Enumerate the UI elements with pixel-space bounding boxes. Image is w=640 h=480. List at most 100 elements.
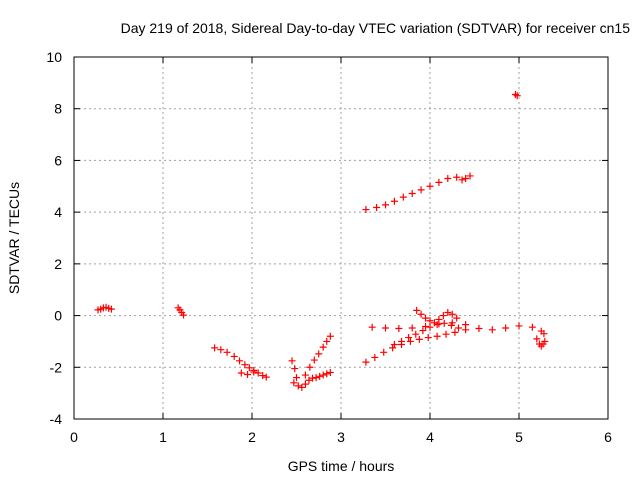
data-point [245, 364, 253, 372]
data-point [326, 368, 334, 376]
data-point [458, 176, 466, 184]
data-point [453, 173, 461, 181]
series-arc-10 [413, 306, 461, 327]
data-point [319, 371, 327, 379]
data-point [382, 201, 389, 209]
data-point [444, 308, 452, 316]
data-point [223, 348, 231, 356]
data-point [262, 373, 270, 381]
data-point [419, 327, 427, 335]
data-point [389, 344, 397, 352]
series-arc-9 [390, 319, 470, 349]
data-point [430, 319, 438, 327]
data-point [422, 314, 430, 322]
y-tick-label: 2 [54, 256, 62, 272]
data-point [395, 325, 403, 332]
data-point [326, 332, 334, 340]
data-point [323, 337, 331, 345]
data-point [426, 182, 434, 190]
data-point [293, 374, 300, 382]
data-point [442, 330, 450, 338]
data-point [315, 350, 323, 358]
data-point [244, 371, 252, 379]
grid-lines [74, 57, 608, 419]
data-point [362, 358, 370, 366]
x-tick-label: 2 [248, 429, 256, 445]
y-tick-label: 8 [54, 101, 62, 117]
data-point [447, 321, 455, 329]
data-point [528, 323, 536, 331]
data-point [362, 206, 370, 214]
data-point [390, 341, 398, 349]
data-point [288, 357, 296, 365]
data-point [511, 90, 519, 98]
data-point [405, 334, 413, 342]
data-point [254, 369, 262, 377]
data-point [448, 310, 456, 318]
data-point [406, 337, 414, 345]
data-point [298, 383, 306, 391]
data-point [382, 324, 389, 332]
series-arc-3 [211, 344, 270, 381]
data-point [390, 197, 398, 205]
data-point [301, 371, 309, 379]
data-point [250, 368, 258, 376]
data-point [433, 332, 441, 340]
data-point [301, 380, 309, 388]
series-arc-4 [288, 357, 334, 391]
data-point [373, 203, 381, 211]
data-point [439, 312, 447, 320]
data-point [453, 314, 461, 322]
data-point [515, 322, 523, 330]
x-tick-label: 0 [70, 429, 78, 445]
data-point [179, 311, 187, 319]
y-tick-label: 0 [54, 308, 62, 324]
data-point [310, 356, 318, 364]
data-point [290, 379, 298, 387]
x-axis-label: GPS time / hours [288, 458, 395, 474]
y-tick-label: 4 [54, 204, 62, 220]
x-axis-tick-labels: 0 1 2 3 4 5 6 [70, 429, 612, 445]
data-point [502, 324, 510, 332]
data-point [259, 372, 267, 380]
data-point [435, 178, 443, 186]
axis-ticks [73, 56, 609, 420]
series-arc-1 [94, 303, 115, 314]
data-point [475, 325, 483, 332]
data-point [488, 326, 496, 334]
data-point [426, 323, 434, 331]
data-point [533, 335, 541, 343]
data-point [399, 193, 407, 201]
x-tick-label: 5 [515, 429, 523, 445]
data-point [319, 343, 327, 351]
x-tick-label: 1 [159, 429, 167, 445]
data-point [291, 365, 299, 373]
data-point [380, 348, 388, 356]
data-point [305, 376, 313, 384]
data-point [466, 172, 474, 180]
data-point [412, 330, 420, 338]
data-point [426, 317, 434, 325]
data-point [306, 363, 314, 371]
data-point [398, 337, 406, 345]
data-point [241, 361, 249, 369]
data-point [371, 353, 379, 361]
series-arc-5 [301, 332, 334, 379]
data-point [294, 382, 302, 390]
data-point [424, 334, 432, 342]
chart-title: Day 219 of 2018, Sidereal Day-to-day VTE… [121, 20, 631, 36]
data-point [462, 326, 470, 334]
data-point [230, 352, 238, 360]
data-point [462, 175, 470, 183]
series-arc-7 [362, 328, 459, 366]
x-tick-label: 4 [426, 429, 434, 445]
data-point [107, 305, 115, 313]
data-point [413, 306, 421, 314]
data-point [415, 335, 423, 343]
data-point [312, 374, 320, 382]
data-point [368, 323, 376, 331]
series-arc-6 [362, 172, 474, 214]
data-point [408, 190, 416, 198]
x-tick-label: 3 [337, 429, 345, 445]
y-tick-label: 6 [54, 152, 62, 168]
